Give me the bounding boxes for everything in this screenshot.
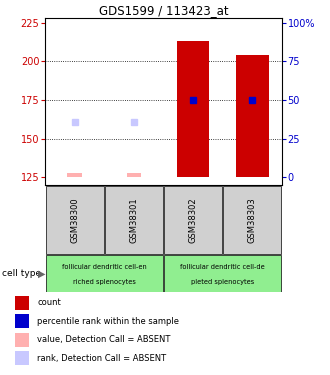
- Text: follicular dendritic cell-en: follicular dendritic cell-en: [62, 264, 147, 270]
- Text: pleted splenocytes: pleted splenocytes: [191, 279, 254, 285]
- Text: percentile rank within the sample: percentile rank within the sample: [37, 316, 179, 326]
- Bar: [164, 186, 222, 254]
- Bar: [177, 41, 210, 177]
- Text: GSM38300: GSM38300: [70, 197, 79, 243]
- Bar: [223, 186, 281, 254]
- Bar: [46, 186, 104, 254]
- Text: GSM38302: GSM38302: [189, 197, 198, 243]
- Bar: [164, 255, 281, 292]
- Text: ▶: ▶: [38, 268, 46, 279]
- Bar: [15, 351, 29, 365]
- Text: follicular dendritic cell-de: follicular dendritic cell-de: [181, 264, 265, 270]
- Bar: [67, 172, 82, 177]
- Bar: [15, 296, 29, 310]
- Bar: [236, 55, 269, 177]
- Bar: [126, 172, 141, 177]
- Bar: [46, 255, 163, 292]
- Bar: [105, 186, 163, 254]
- Bar: [15, 314, 29, 328]
- Text: value, Detection Call = ABSENT: value, Detection Call = ABSENT: [37, 335, 170, 344]
- Title: GDS1599 / 113423_at: GDS1599 / 113423_at: [99, 4, 228, 17]
- Text: GSM38301: GSM38301: [129, 197, 138, 243]
- Text: GSM38303: GSM38303: [248, 197, 257, 243]
- Text: rank, Detection Call = ABSENT: rank, Detection Call = ABSENT: [37, 354, 166, 363]
- Text: riched splenocytes: riched splenocytes: [73, 279, 136, 285]
- Bar: [15, 333, 29, 346]
- Text: count: count: [37, 298, 61, 307]
- Text: cell type: cell type: [2, 269, 41, 278]
